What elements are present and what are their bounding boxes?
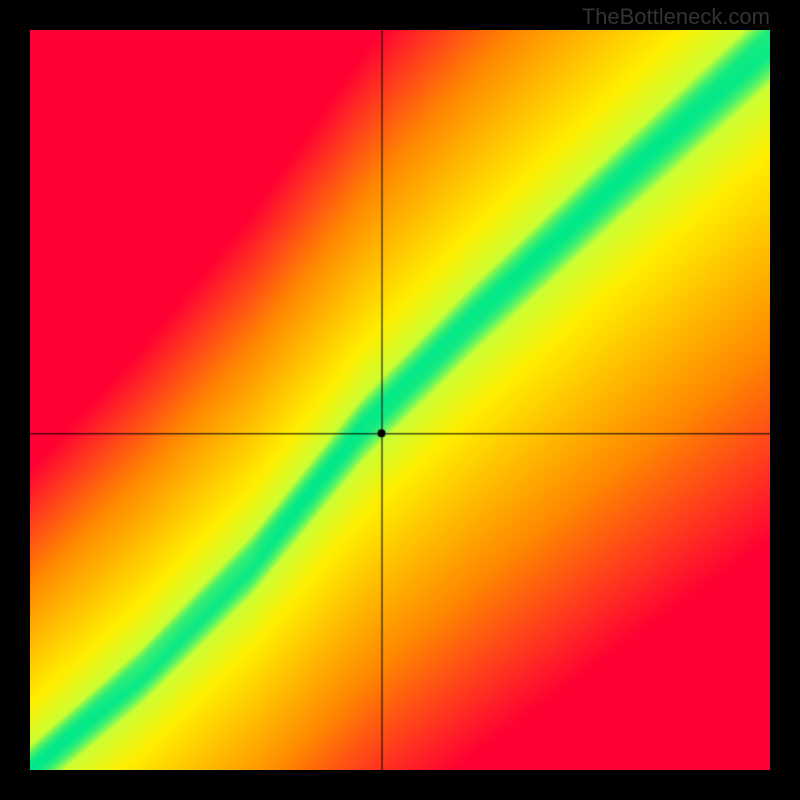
watermark-text: TheBottleneck.com (582, 4, 770, 30)
heatmap-canvas (30, 30, 770, 770)
bottleneck-heatmap (30, 30, 770, 770)
